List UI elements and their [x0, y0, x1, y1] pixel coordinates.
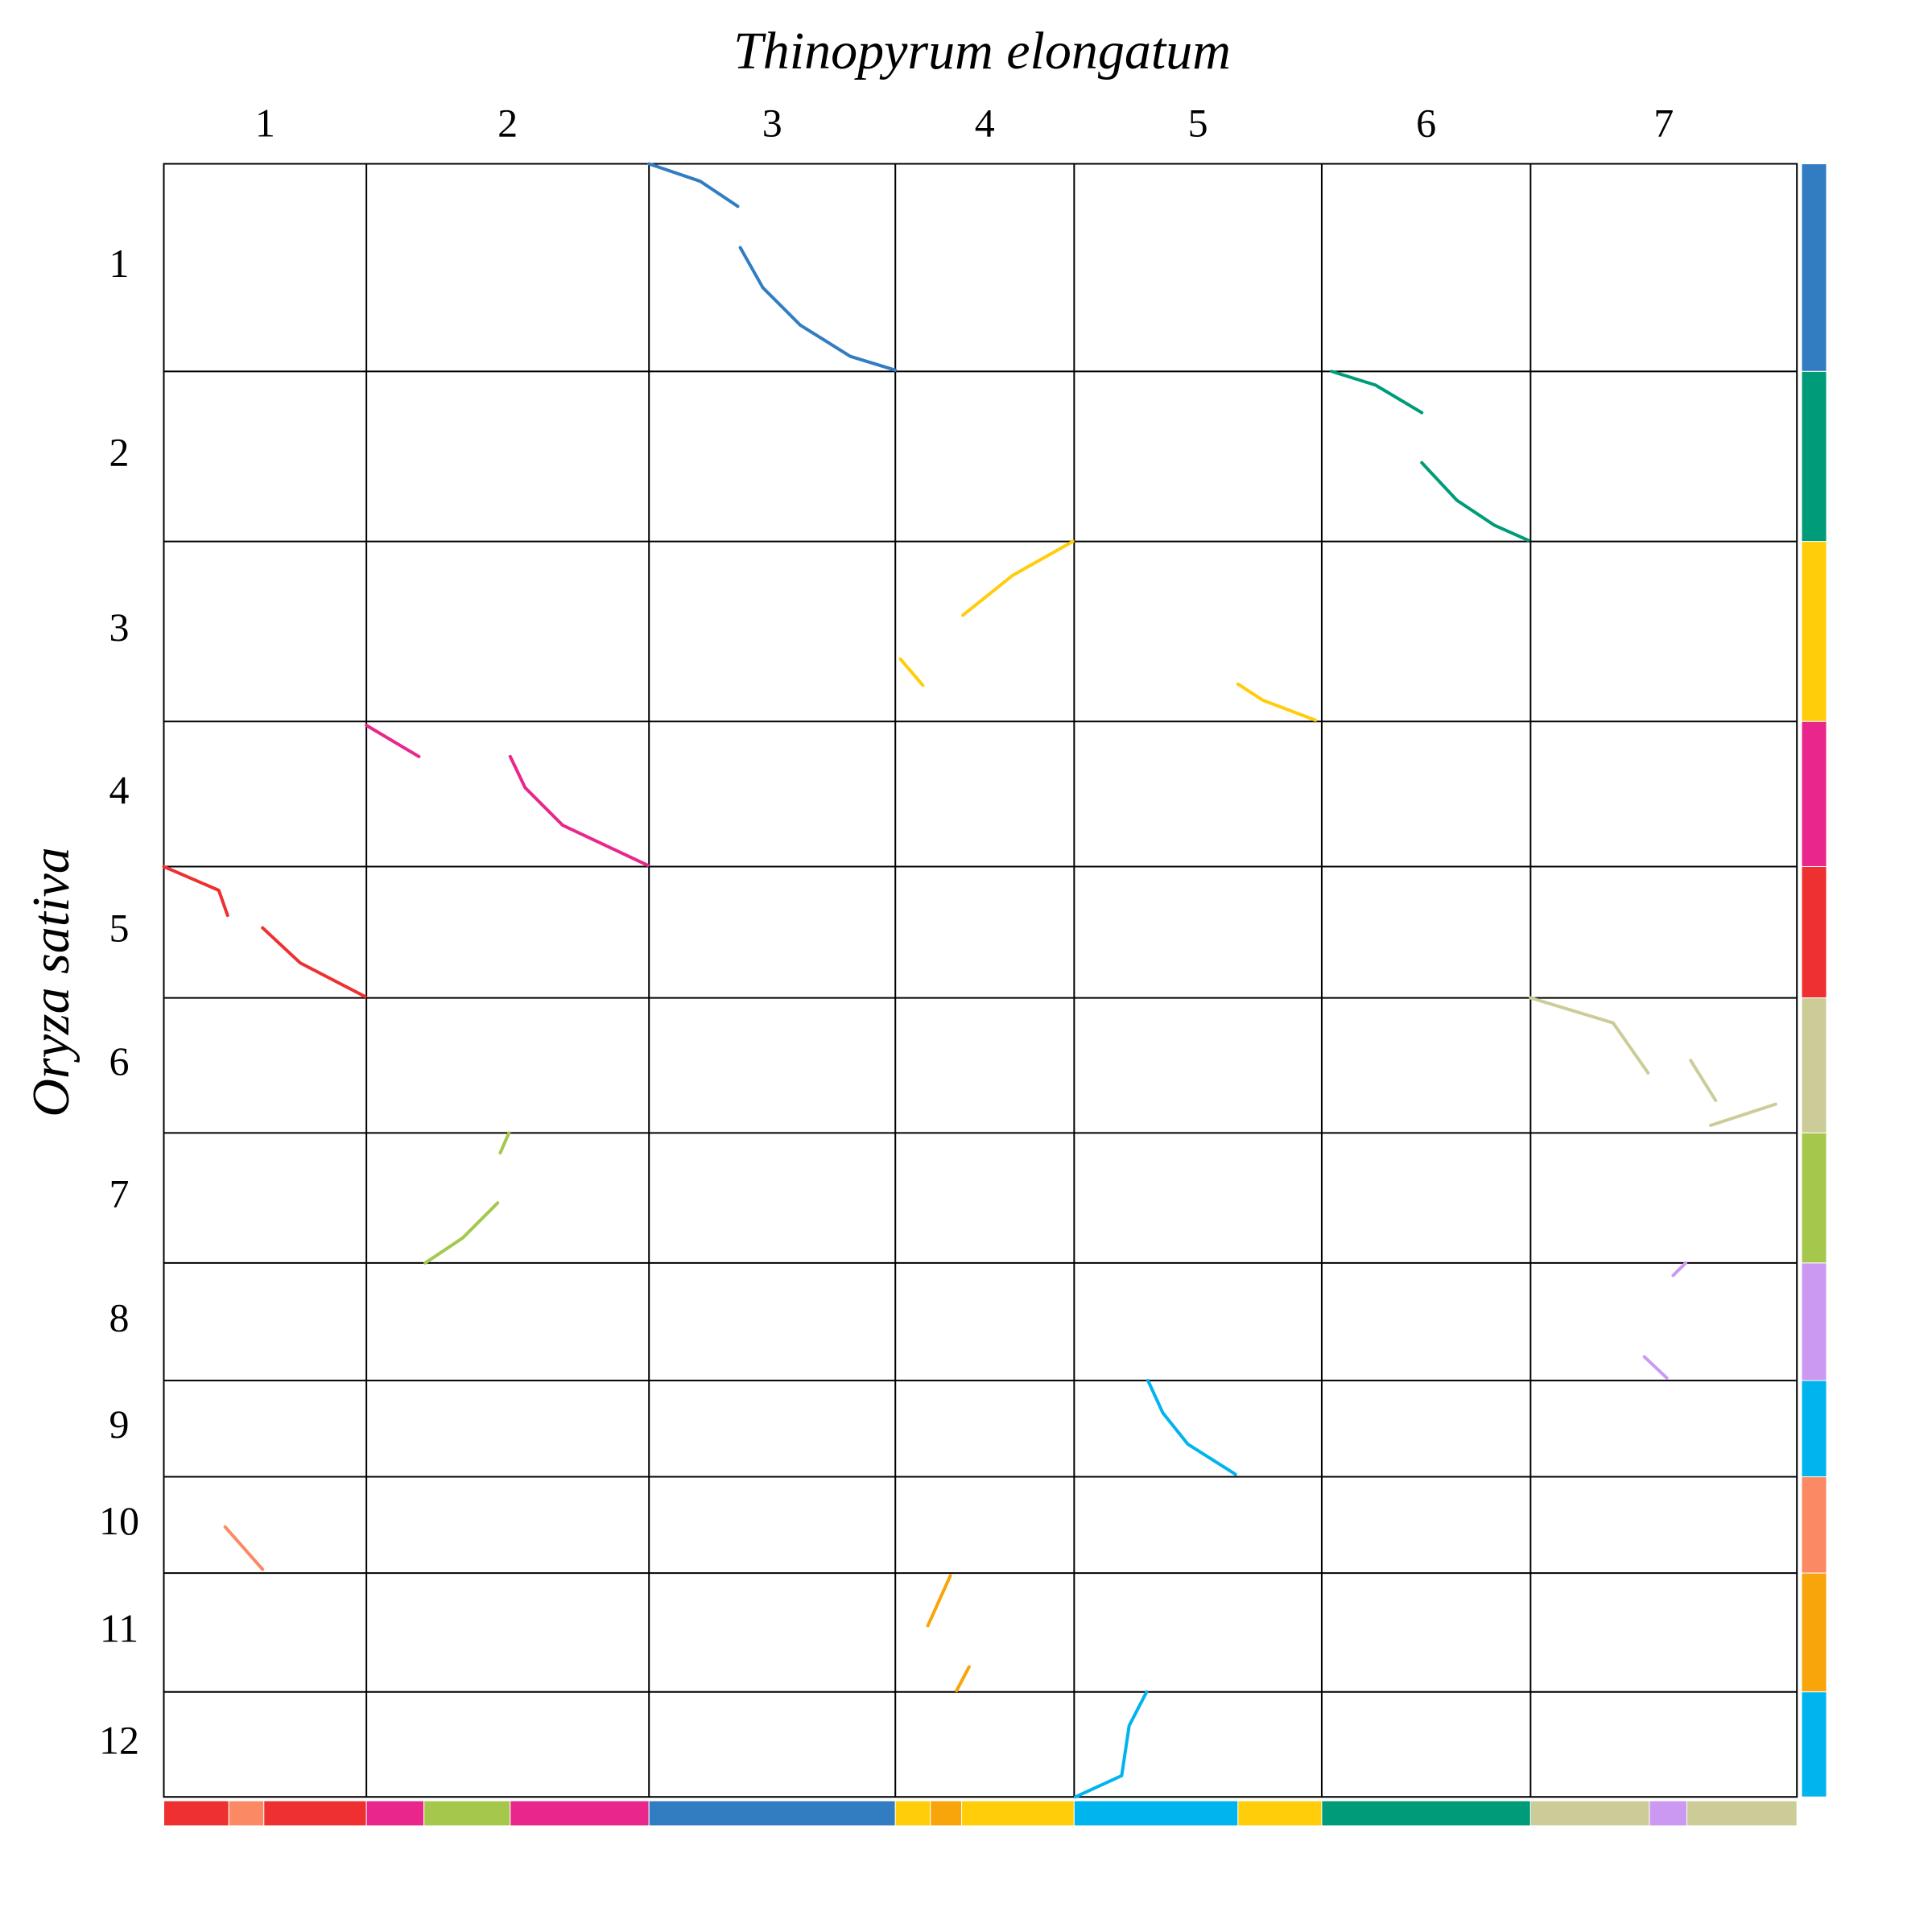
synteny-segment: [423, 1131, 511, 1265]
column-color-band: [930, 1800, 963, 1827]
synteny-segment: [926, 1574, 971, 1693]
column-label: 4: [975, 100, 995, 145]
column-color-band: [228, 1800, 265, 1827]
row-color-band: [1801, 865, 1827, 999]
row-color-band: [1801, 1691, 1827, 1798]
row-label: 11: [100, 1605, 138, 1650]
synteny-segment: [1330, 369, 1530, 543]
plot-frame: [163, 163, 1798, 1798]
row-label: 9: [109, 1402, 130, 1447]
synteny-segment: [1529, 996, 1777, 1127]
row-color-band: [1801, 1572, 1827, 1693]
column-label: 2: [497, 100, 518, 145]
column-color-band: [1649, 1800, 1688, 1827]
column-color-band: [894, 1800, 931, 1827]
row-label: 2: [109, 429, 130, 474]
row-label: 12: [99, 1717, 139, 1762]
synteny-segment: [1146, 1378, 1237, 1476]
synteny-segment: [898, 539, 1318, 722]
row-label: 4: [109, 767, 130, 812]
y-axis-title: Oryza sativa: [22, 847, 80, 1117]
column-label: 6: [1416, 100, 1436, 145]
row-label: 6: [109, 1038, 130, 1084]
chart-title: Thinopyrum elongatum: [733, 22, 1231, 80]
row-color-band: [1801, 1262, 1827, 1381]
column-color-band: [163, 1800, 229, 1827]
row-color-band: [1801, 163, 1827, 372]
synteny-segment: [1073, 1690, 1149, 1799]
row-color-band: [1801, 1476, 1827, 1574]
synteny-segment: [365, 724, 650, 867]
row-label: 7: [109, 1171, 130, 1216]
row-color-band: [1801, 720, 1827, 867]
row-label: 3: [109, 605, 130, 650]
column-label: 3: [762, 100, 782, 145]
synteny-segment: [647, 162, 898, 372]
row-color-band: [1801, 997, 1827, 1133]
row-label: 1: [109, 241, 130, 286]
column-color-band: [263, 1800, 367, 1827]
column-color-band: [510, 1800, 650, 1827]
column-color-band: [1237, 1800, 1323, 1827]
column-color-band: [648, 1800, 896, 1827]
synteny-segment: [162, 865, 367, 998]
column-label: 1: [255, 100, 275, 145]
row-color-band: [1801, 1380, 1827, 1478]
column-color-band: [423, 1800, 511, 1827]
column-color-band: [1073, 1800, 1239, 1827]
column-color-band: [1686, 1800, 1798, 1827]
row-color-band: [1801, 370, 1827, 543]
synteny-segment: [223, 1525, 265, 1571]
row-label: 10: [99, 1498, 139, 1543]
row-label: 8: [109, 1294, 130, 1340]
column-color-band: [1530, 1800, 1650, 1827]
column-label: 5: [1188, 100, 1208, 145]
synteny-segment: [1642, 1261, 1687, 1380]
column-label: 7: [1653, 100, 1674, 145]
column-color-band: [961, 1800, 1075, 1827]
column-color-band: [1321, 1800, 1531, 1827]
row-color-band: [1801, 541, 1827, 722]
column-color-band: [365, 1800, 425, 1827]
row-color-band: [1801, 1132, 1827, 1264]
row-label: 5: [109, 906, 130, 951]
